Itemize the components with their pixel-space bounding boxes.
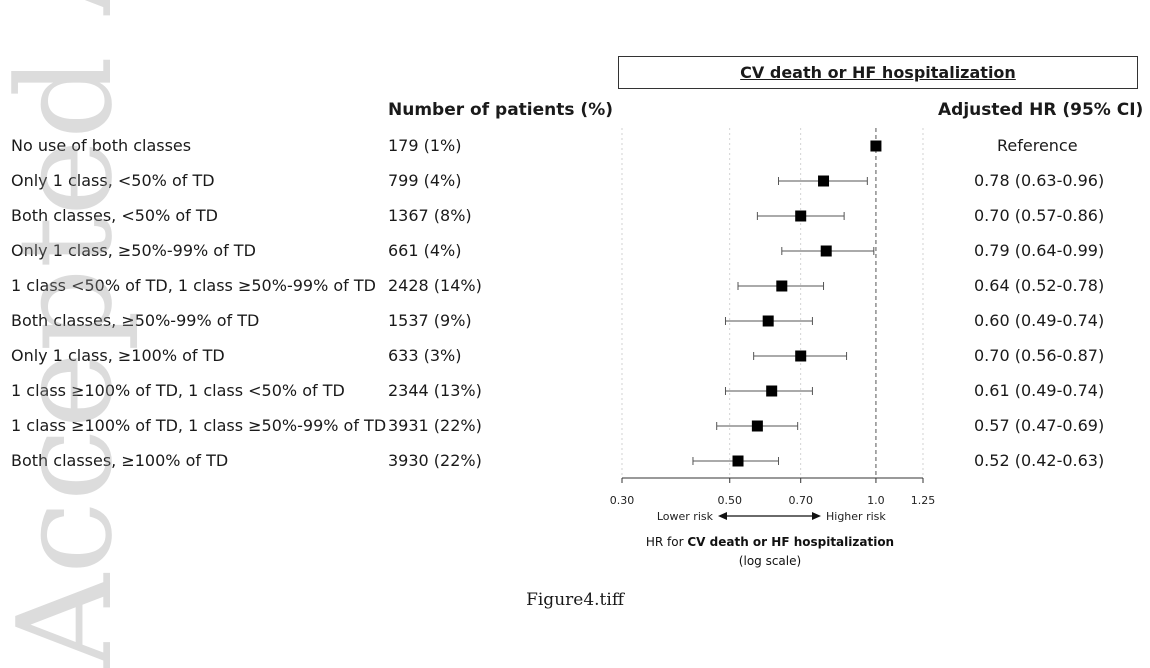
row-hr-text: 0.70 (0.56-0.87) <box>974 346 1105 365</box>
row-patients: 2344 (13%) <box>388 381 482 400</box>
row-patients: 3931 (22%) <box>388 416 482 435</box>
hr-point <box>766 385 778 397</box>
row-hr-text: 0.78 (0.63-0.96) <box>974 171 1105 190</box>
x-tick-label: 0.70 <box>788 494 813 507</box>
x-tick-label: 1.0 <box>867 494 885 507</box>
row-hr-text: 0.70 (0.57-0.86) <box>974 206 1105 225</box>
row-hr-text: 0.64 (0.52-0.78) <box>974 276 1105 295</box>
hr-point <box>732 455 744 467</box>
hr-point <box>762 315 774 327</box>
hr-point <box>818 175 830 187</box>
row-hr-text: 0.61 (0.49-0.74) <box>974 381 1105 400</box>
row-label: 1 class ≥100% of TD, 1 class ≥50%-99% of… <box>11 416 387 435</box>
hr-point <box>751 420 763 432</box>
row-label: Both classes, ≥100% of TD <box>11 451 229 470</box>
row-hr-text: 0.60 (0.49-0.74) <box>974 311 1105 330</box>
figure-caption: Figure4.tiff <box>526 590 624 610</box>
hr-point <box>776 280 788 292</box>
x-tick-label: 1.25 <box>911 494 936 507</box>
row-label: No use of both classes <box>11 136 192 155</box>
row-hr-text: 0.52 (0.42-0.63) <box>974 451 1105 470</box>
row-patients: 2428 (14%) <box>388 276 482 295</box>
row-hr-text: Reference <box>997 136 1078 155</box>
lower-risk-label: Lower risk <box>657 510 714 523</box>
row-patients: 1537 (9%) <box>388 311 472 330</box>
hr-point <box>870 140 882 152</box>
hr-point <box>820 245 832 257</box>
row-patients: 633 (3%) <box>388 346 462 365</box>
hr-point <box>795 210 807 222</box>
row-label: 1 class ≥100% of TD, 1 class <50% of TD <box>11 381 345 400</box>
row-label: Both classes, ≥50%-99% of TD <box>11 311 260 330</box>
row-label: Only 1 class, <50% of TD <box>11 171 215 190</box>
row-patients: 3930 (22%) <box>388 451 482 470</box>
row-patients: 179 (1%) <box>388 136 462 155</box>
row-hr-text: 0.57 (0.47-0.69) <box>974 416 1105 435</box>
left-arrow-head <box>718 512 727 520</box>
hr-column-header: Adjusted HR (95% CI) <box>938 100 1144 120</box>
hr-point <box>795 350 807 362</box>
x-axis-sublabel: (log scale) <box>739 554 801 568</box>
x-axis-label: HR for CV death or HF hospitalization <box>646 535 894 549</box>
row-label: Only 1 class, ≥50%-99% of TD <box>11 241 256 260</box>
higher-risk-label: Higher risk <box>826 510 886 523</box>
outcome-header-box: CV death or HF hospitalization <box>618 56 1138 89</box>
x-tick-label: 0.30 <box>610 494 635 507</box>
patients-column-header: Number of patients (%) <box>388 100 614 120</box>
row-hr-text: 0.79 (0.64-0.99) <box>974 241 1105 260</box>
row-patients: 1367 (8%) <box>388 206 472 225</box>
row-patients: 661 (4%) <box>388 241 462 260</box>
x-tick-label: 0.50 <box>717 494 742 507</box>
row-label: Both classes, <50% of TD <box>11 206 218 225</box>
row-label: Only 1 class, ≥100% of TD <box>11 346 225 365</box>
row-patients: 799 (4%) <box>388 171 462 190</box>
row-label: 1 class <50% of TD, 1 class ≥50%-99% of … <box>11 276 376 295</box>
right-arrow-head <box>812 512 821 520</box>
